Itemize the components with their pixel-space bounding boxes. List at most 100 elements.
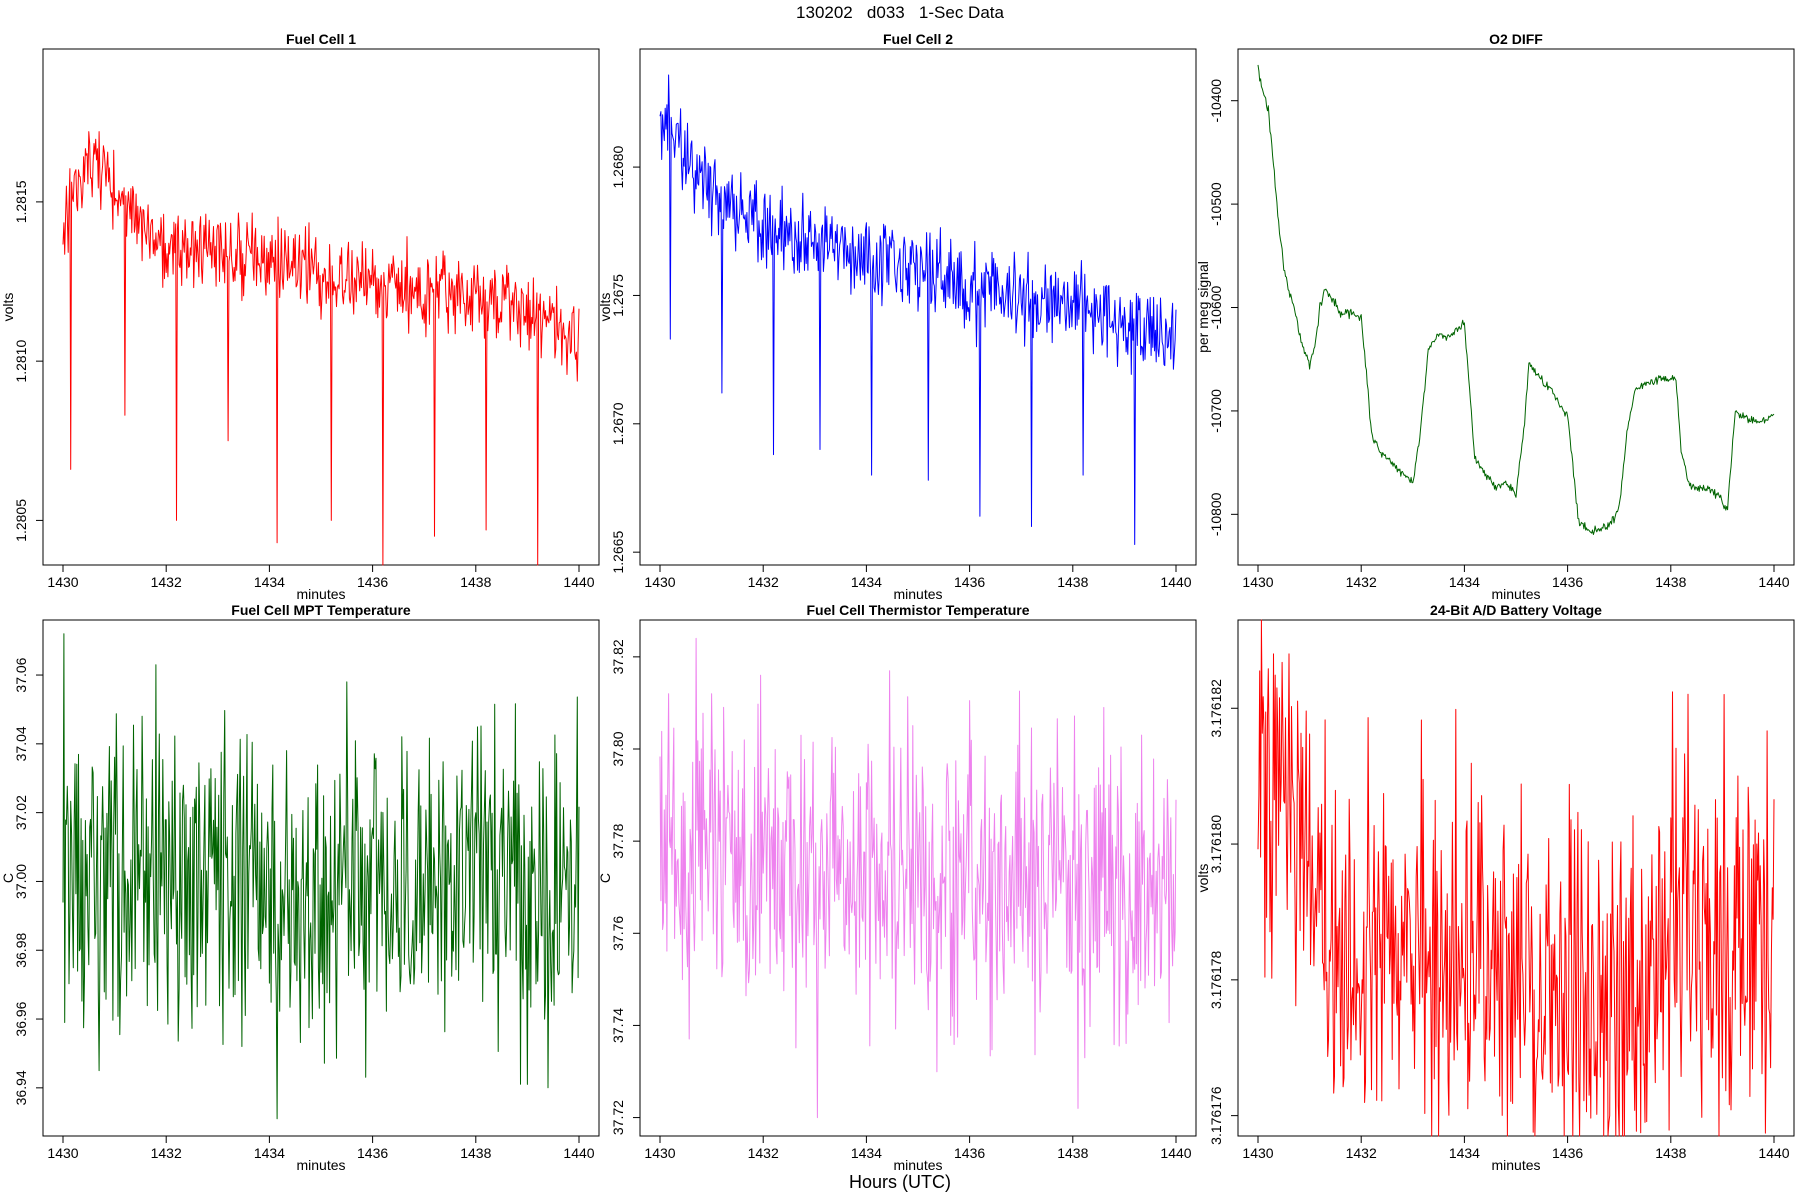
y-axis-label: volts bbox=[1195, 864, 1211, 893]
x-tick-label: 1436 bbox=[954, 1145, 985, 1161]
panel-5: Fuel Cell Thermistor Temperature 1430 1432… bbox=[597, 602, 1197, 1173]
y-tick-label: 36.98 bbox=[13, 933, 29, 968]
y-tick-label: 1.2815 bbox=[13, 180, 29, 223]
panel-title: Fuel Cell 2 bbox=[883, 31, 953, 47]
y-tick-label: -10500 bbox=[1208, 182, 1224, 226]
panel-title: 24-Bit A/D Battery Voltage bbox=[1430, 602, 1602, 618]
x-tick-label: 1440 bbox=[1160, 574, 1191, 590]
data-series-line bbox=[659, 74, 1177, 545]
x-tick-label: 1430 bbox=[1242, 574, 1273, 590]
y-tick-label: 37.74 bbox=[610, 1008, 626, 1043]
x-tick-label: 1436 bbox=[357, 574, 388, 590]
x-tick-label: 1436 bbox=[1552, 1145, 1583, 1161]
x-tick-label: 1432 bbox=[151, 1145, 182, 1161]
x-tick-label: 1436 bbox=[954, 574, 985, 590]
y-tick-label: 37.06 bbox=[13, 657, 29, 692]
x-axis-label: minutes bbox=[1491, 586, 1540, 602]
x-tick-label: 1430 bbox=[644, 1145, 675, 1161]
y-tick-label: 37.04 bbox=[13, 726, 29, 761]
data-series-line bbox=[659, 637, 1177, 1119]
y-tick-label: 37.00 bbox=[13, 864, 29, 899]
y-tick-label: 37.82 bbox=[610, 639, 626, 674]
figure-x-label: Hours (UTC) bbox=[849, 1172, 951, 1192]
panel-title: Fuel Cell 1 bbox=[286, 31, 356, 47]
x-axis-label: minutes bbox=[296, 586, 345, 602]
x-tick-label: 1440 bbox=[1160, 1145, 1191, 1161]
y-tick-label: -10600 bbox=[1208, 286, 1224, 330]
y-axis-label: volts bbox=[0, 293, 16, 322]
data-series-line bbox=[1257, 64, 1775, 535]
y-tick-label: 36.94 bbox=[13, 1070, 29, 1105]
x-tick-label: 1440 bbox=[563, 574, 594, 590]
x-tick-label: 1438 bbox=[1655, 1145, 1686, 1161]
x-tick-label: 1432 bbox=[748, 1145, 779, 1161]
y-axis-label: volts bbox=[597, 293, 613, 322]
x-tick-label: 1432 bbox=[1346, 574, 1377, 590]
panel-title: O2 DIFF bbox=[1489, 31, 1543, 47]
x-tick-label: 1438 bbox=[1655, 574, 1686, 590]
data-series-line bbox=[62, 131, 580, 566]
y-axis-label: C bbox=[597, 873, 613, 883]
x-tick-label: 1434 bbox=[1449, 1145, 1480, 1161]
plot-frame bbox=[1237, 48, 1795, 566]
x-tick-label: 1438 bbox=[460, 574, 491, 590]
y-tick-label: 37.78 bbox=[610, 823, 626, 858]
x-tick-label: 1434 bbox=[254, 1145, 285, 1161]
x-tick-label: 1440 bbox=[563, 1145, 594, 1161]
x-axis-label: minutes bbox=[296, 1157, 345, 1173]
panel-2: Fuel Cell 2 1430 1432 1434 1436 1438 1440 minut… bbox=[597, 31, 1197, 602]
data-series-line bbox=[62, 633, 580, 1120]
y-tick-label: 37.76 bbox=[610, 916, 626, 951]
x-tick-label: 1434 bbox=[1449, 574, 1480, 590]
x-tick-label: 1438 bbox=[1057, 1145, 1088, 1161]
x-tick-label: 1438 bbox=[1057, 574, 1088, 590]
y-tick-label: 3.176176 bbox=[1208, 1086, 1224, 1145]
x-tick-label: 1432 bbox=[1346, 1145, 1377, 1161]
x-tick-label: 1430 bbox=[47, 1145, 78, 1161]
x-tick-label: 1432 bbox=[151, 574, 182, 590]
x-tick-label: 1434 bbox=[851, 574, 882, 590]
x-tick-label: 1430 bbox=[1242, 1145, 1273, 1161]
y-tick-label: 3.176182 bbox=[1208, 679, 1224, 738]
x-axis-label: minutes bbox=[1491, 1157, 1540, 1173]
y-tick-label: 1.2805 bbox=[13, 499, 29, 542]
y-tick-label: 1.2670 bbox=[610, 402, 626, 445]
y-tick-label: 1.2675 bbox=[610, 274, 626, 317]
x-axis-label: minutes bbox=[893, 1157, 942, 1173]
x-tick-label: 1436 bbox=[1552, 574, 1583, 590]
y-tick-label: 37.02 bbox=[13, 795, 29, 830]
panel-title: Fuel Cell Thermistor Temperature bbox=[806, 602, 1029, 618]
panels: Fuel Cell 1 1430 1432 1434 1436 1438 1440 minut… bbox=[0, 31, 1795, 1173]
x-axis-label: minutes bbox=[893, 586, 942, 602]
x-tick-label: 1430 bbox=[47, 574, 78, 590]
y-tick-label: -10700 bbox=[1208, 389, 1224, 433]
y-axis-label: per meg signal bbox=[1195, 261, 1211, 353]
y-axis-label: C bbox=[0, 873, 16, 883]
panel-6: 24-Bit A/D Battery Voltage 1430 1432 1434 14… bbox=[1195, 602, 1795, 1173]
y-tick-label: 1.2680 bbox=[610, 145, 626, 188]
y-tick-label: 3.176178 bbox=[1208, 950, 1224, 1009]
x-tick-label: 1436 bbox=[357, 1145, 388, 1161]
y-tick-label: 3.176180 bbox=[1208, 815, 1224, 874]
y-tick-label: 37.80 bbox=[610, 731, 626, 766]
y-tick-label: 36.96 bbox=[13, 1001, 29, 1036]
y-tick-label: 1.2810 bbox=[13, 340, 29, 383]
x-tick-label: 1432 bbox=[748, 574, 779, 590]
x-tick-label: 1434 bbox=[254, 574, 285, 590]
data-series-line bbox=[1257, 619, 1775, 1137]
y-tick-label: 1.2665 bbox=[610, 531, 626, 574]
x-tick-label: 1430 bbox=[644, 574, 675, 590]
y-tick-label: -10400 bbox=[1208, 79, 1224, 123]
x-tick-label: 1440 bbox=[1758, 1145, 1789, 1161]
panel-1: Fuel Cell 1 1430 1432 1434 1436 1438 1440 minut… bbox=[0, 31, 600, 602]
figure-title: 130202 d033 1-Sec Data bbox=[796, 3, 1004, 22]
panel-4: Fuel Cell MPT Temperature 1430 1432 1434 143… bbox=[0, 602, 600, 1173]
panel-3: O2 DIFF 1430 1432 1434 1436 1438 1440 minutes -1… bbox=[1195, 31, 1795, 602]
y-tick-label: 37.72 bbox=[610, 1100, 626, 1135]
x-tick-label: 1440 bbox=[1758, 574, 1789, 590]
x-tick-label: 1434 bbox=[851, 1145, 882, 1161]
y-tick-label: -10800 bbox=[1208, 492, 1224, 536]
panel-title: Fuel Cell MPT Temperature bbox=[231, 602, 411, 618]
x-tick-label: 1438 bbox=[460, 1145, 491, 1161]
